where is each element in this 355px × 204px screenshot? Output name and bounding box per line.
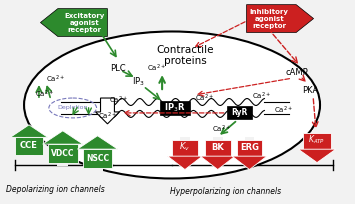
Ellipse shape <box>24 31 320 178</box>
Text: Ca$^{2+}$: Ca$^{2+}$ <box>147 63 166 74</box>
Polygon shape <box>92 167 103 171</box>
Text: Ca$^{2+}$: Ca$^{2+}$ <box>109 94 128 106</box>
Polygon shape <box>200 156 235 170</box>
Text: Ca$^{2+}$: Ca$^{2+}$ <box>195 92 214 104</box>
Polygon shape <box>312 130 322 133</box>
Polygon shape <box>205 140 231 156</box>
Polygon shape <box>246 5 313 32</box>
Text: $K_v$: $K_v$ <box>179 141 191 153</box>
Polygon shape <box>77 136 118 149</box>
Polygon shape <box>303 133 331 149</box>
Polygon shape <box>172 140 198 156</box>
Polygon shape <box>40 9 108 37</box>
Text: NSCC: NSCC <box>86 154 109 163</box>
Polygon shape <box>298 149 336 163</box>
Text: Excitatory
agonist
receptor: Excitatory agonist receptor <box>65 12 105 33</box>
Text: CCE: CCE <box>20 142 38 151</box>
Text: Ca$^{2+}$: Ca$^{2+}$ <box>212 124 231 135</box>
Polygon shape <box>232 156 267 170</box>
Polygon shape <box>48 144 78 163</box>
Polygon shape <box>95 98 119 124</box>
FancyBboxPatch shape <box>160 101 190 115</box>
Polygon shape <box>43 131 83 144</box>
Text: Ca$^{2+}$: Ca$^{2+}$ <box>36 88 54 100</box>
Text: cAMP: cAMP <box>286 68 308 77</box>
Text: IP$_3$R: IP$_3$R <box>164 102 186 114</box>
Text: Hyperpolarizing ion channels: Hyperpolarizing ion channels <box>170 187 281 196</box>
Text: Ca$^{2+}$: Ca$^{2+}$ <box>252 90 271 102</box>
Text: PKA: PKA <box>302 86 318 95</box>
Text: ERG: ERG <box>240 143 259 152</box>
Text: Depolarizing ion channels: Depolarizing ion channels <box>6 185 105 194</box>
Text: Ca$^{2+}$: Ca$^{2+}$ <box>274 104 293 116</box>
Polygon shape <box>236 140 262 156</box>
Text: $K_{ATP}$: $K_{ATP}$ <box>308 134 326 146</box>
Text: IP$_3$: IP$_3$ <box>132 76 145 88</box>
Text: VDCC: VDCC <box>51 149 75 158</box>
Polygon shape <box>180 137 190 140</box>
Polygon shape <box>57 163 69 166</box>
Text: Contractile
proteins: Contractile proteins <box>156 44 214 66</box>
Text: RyR: RyR <box>231 108 248 118</box>
Text: Ca$^{2+}$: Ca$^{2+}$ <box>98 110 117 122</box>
Polygon shape <box>10 125 48 137</box>
Polygon shape <box>213 137 223 140</box>
Polygon shape <box>245 137 255 140</box>
Text: BK: BK <box>211 143 224 152</box>
FancyBboxPatch shape <box>227 106 252 119</box>
Polygon shape <box>83 149 113 167</box>
Text: Depletion: Depletion <box>58 105 88 110</box>
Text: Inhibitory
agonist
receptor: Inhibitory agonist receptor <box>250 9 289 29</box>
Text: Ca$^{2+}$: Ca$^{2+}$ <box>47 73 65 85</box>
Polygon shape <box>168 156 202 170</box>
Polygon shape <box>24 155 34 158</box>
Text: PLC: PLC <box>111 64 126 73</box>
Polygon shape <box>15 137 43 155</box>
